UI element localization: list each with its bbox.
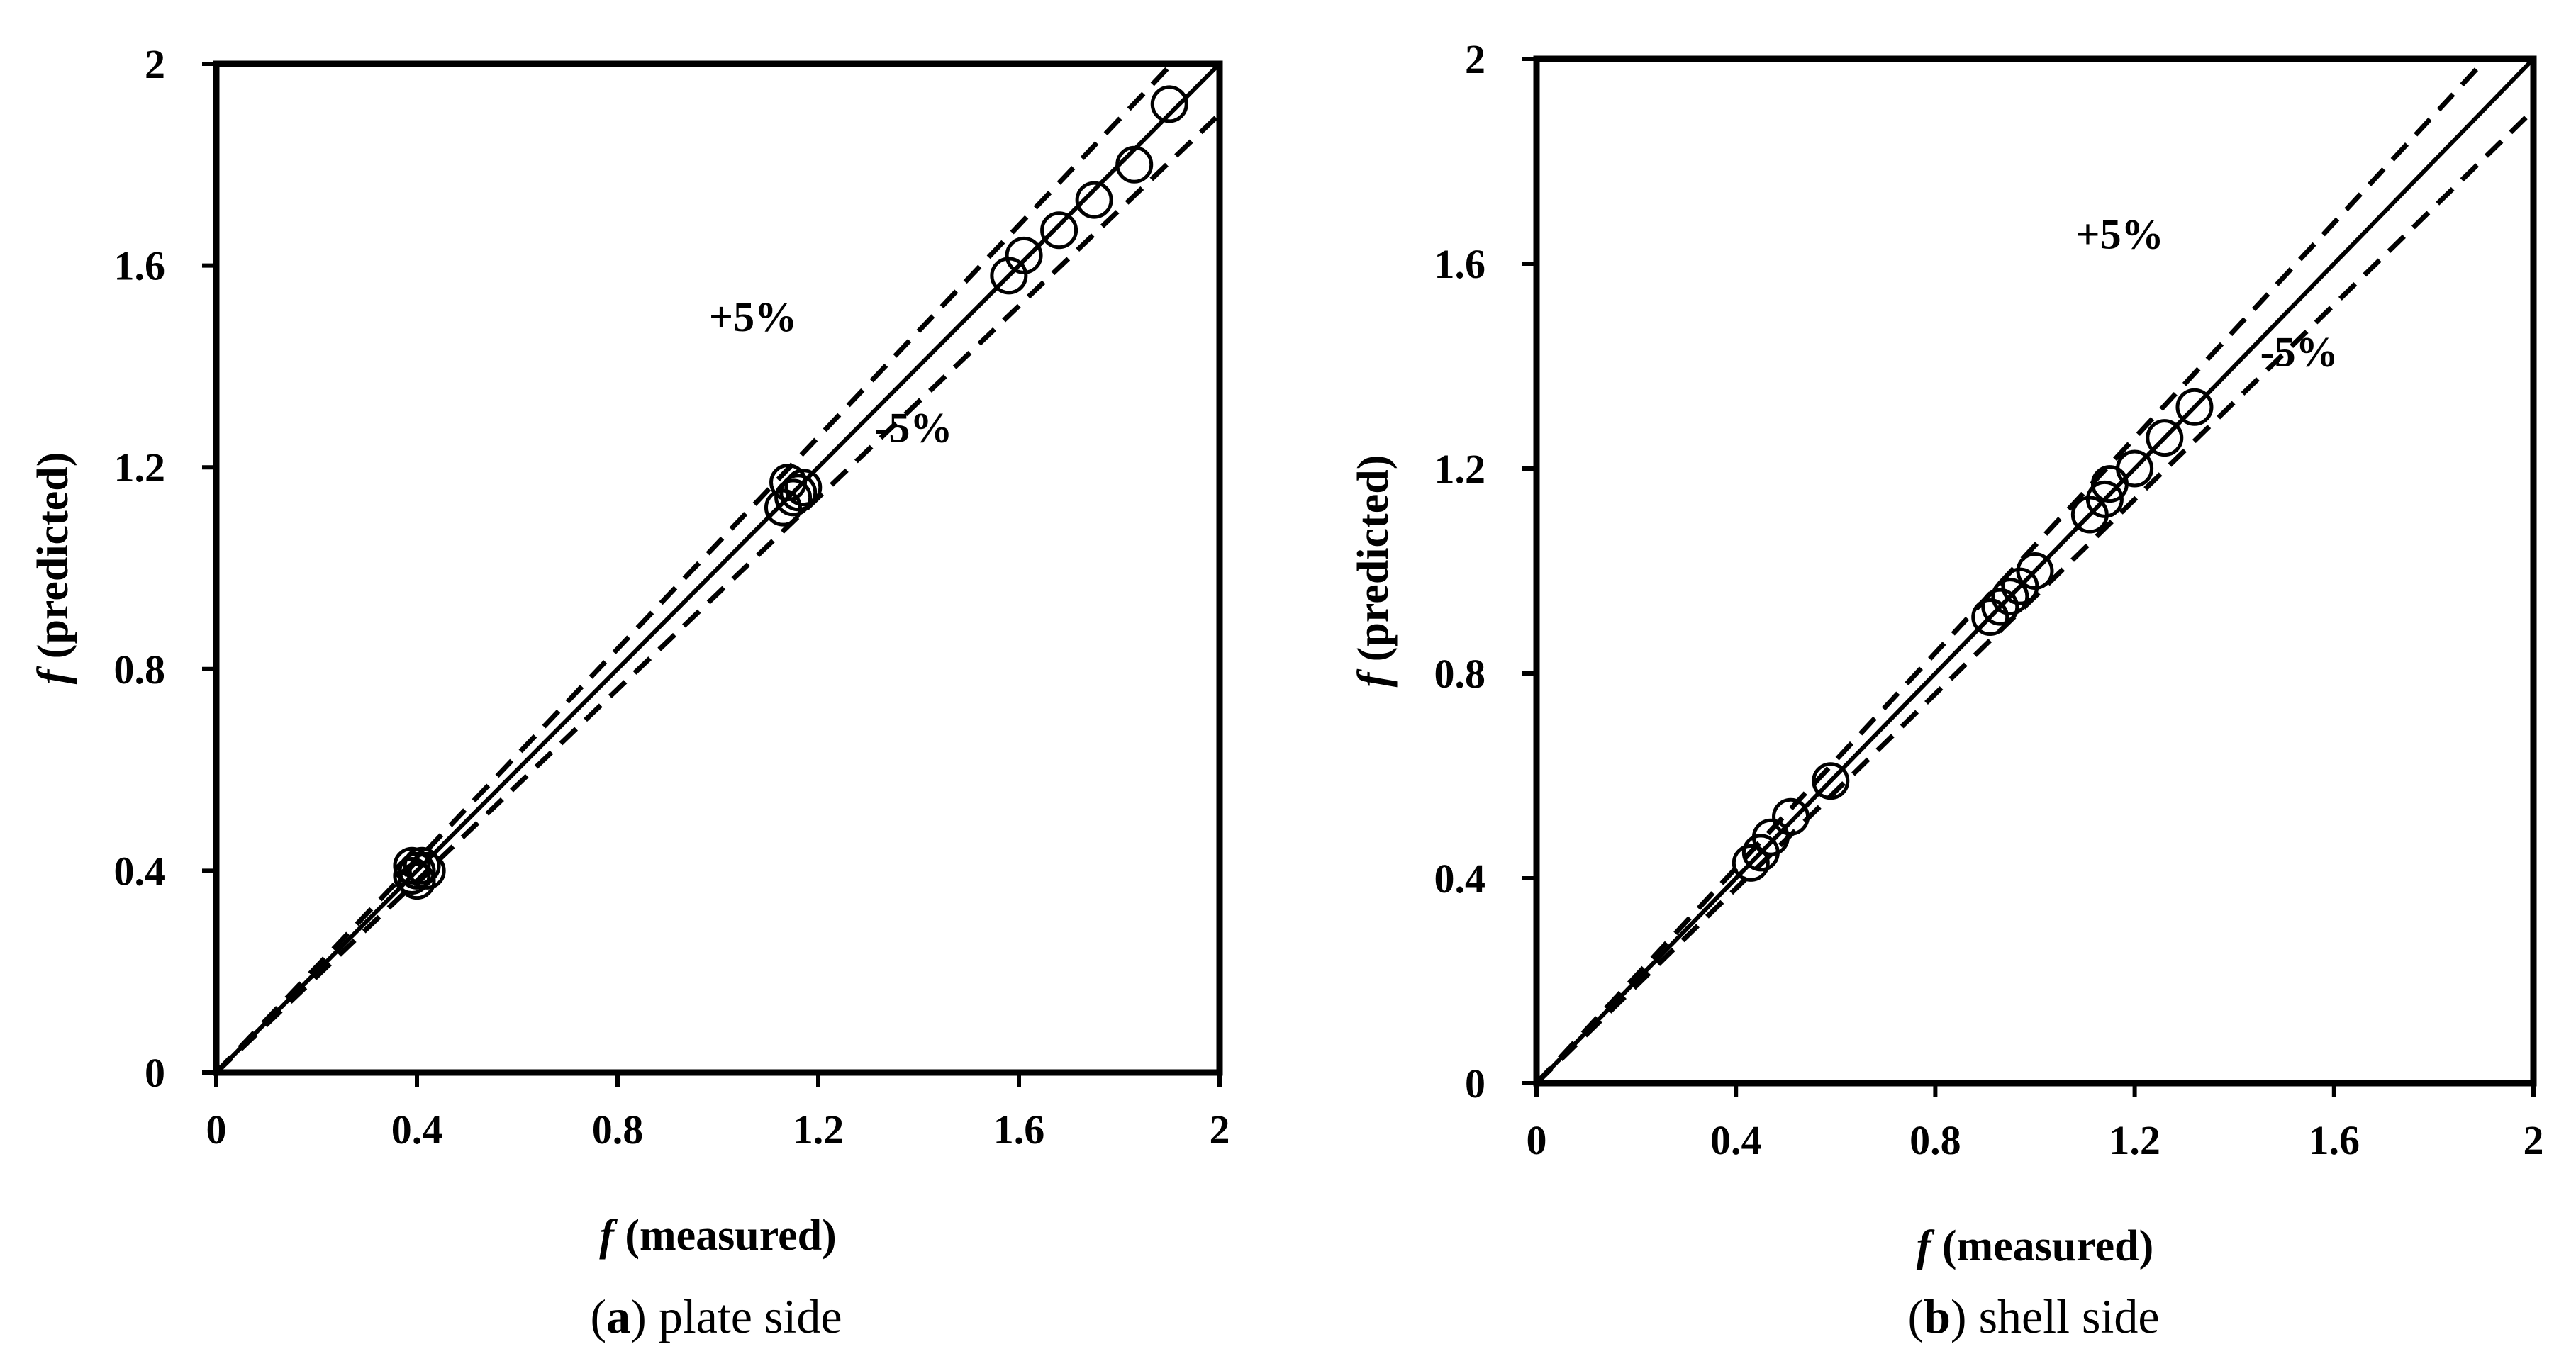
panel-b-y-axis-label: f (predicted) xyxy=(1349,455,1398,688)
panel-a: 00 0.4 0.4 0.8 0.8 1.2 1.2 1.6 1.6 2 2 f (measured)… xyxy=(29,41,1230,1343)
panel-a-x-tick-label-4: 1.6 xyxy=(993,1107,1045,1153)
panel-a-caption-close: ) xyxy=(630,1289,647,1343)
panel-a-reference-lines xyxy=(216,64,1220,1073)
panel-b-annotation-plus5: +5% xyxy=(2075,211,2163,257)
panel-a-data-point-9 xyxy=(779,474,818,512)
panel-a-x-tick-label-1: 0.4 xyxy=(391,1107,443,1153)
panel-b-data-point-0 xyxy=(1732,844,1770,882)
panel-b-data-point-7 xyxy=(1991,578,2029,616)
panel-b-x-tick-label-4: 1.6 xyxy=(2309,1117,2360,1163)
panel-a-data-point-12 xyxy=(1005,236,1043,274)
panel-a-caption-open: ( xyxy=(591,1289,607,1343)
panel-a-x-tick-label-2: 0.8 xyxy=(592,1107,644,1153)
panel-b-data-point-9 xyxy=(2016,552,2054,590)
panel-b-data-point-2 xyxy=(1751,818,1790,856)
panel-a-y-tick-label-2: 0.8 xyxy=(114,646,166,693)
panel-b-y-tick-label-4: 1.6 xyxy=(1434,241,1486,287)
panel-a-y-axis-label-text: (predicted) xyxy=(29,452,77,670)
panel-a-data-point-3 xyxy=(398,862,436,900)
panel-b-data-point-5 xyxy=(1971,598,2009,637)
panel-b-data-point-14 xyxy=(2146,419,2184,457)
panel-a-data-point-4 xyxy=(408,851,446,890)
panel-b-caption-letter: b xyxy=(1924,1289,1951,1343)
panel-a-caption-text: plate side xyxy=(647,1289,842,1343)
panel-b-reference-lines xyxy=(1537,59,2533,1083)
panel-b-data-point-3 xyxy=(1772,797,1810,836)
panel-b-data-point-15 xyxy=(2175,388,2214,426)
panel-b-caption: (b) shell side xyxy=(1907,1289,2159,1343)
panel-a-caption: (a) plate side xyxy=(591,1289,842,1343)
panel-a-data-point-1 xyxy=(398,851,436,890)
panel-a-data-point-7 xyxy=(774,478,813,517)
panel-b-x-axis-label: f (measured) xyxy=(1917,1222,2154,1270)
panel-a-y-tick-label-1: 0.4 xyxy=(114,848,166,894)
panel-b-x-axis-label-text: (measured) xyxy=(1931,1222,2153,1270)
panel-a-y-axis-label: f (predicted) xyxy=(29,452,77,685)
panel-a-data-point-0 xyxy=(393,857,431,895)
panel-b-data-point-11 xyxy=(2085,480,2124,518)
panel-b-x-tick-label-5: 2 xyxy=(2524,1117,2544,1163)
panel-b-x-tick-label-1: 0.4 xyxy=(1710,1117,1762,1163)
panel-b-x-tick-label-3: 1.2 xyxy=(2109,1117,2160,1163)
panel-b: 00 0.4 0.4 0.8 0.8 1.2 1.2 1.6 1.6 2 2 f (measured)… xyxy=(1349,36,2544,1343)
panel-a-data-point-10 xyxy=(784,469,823,507)
panel-b-plot-frame xyxy=(1533,55,2537,1087)
panel-a-plot-frame xyxy=(213,60,1223,1076)
panel-b-y-tick-label-0: 0 xyxy=(1465,1060,1485,1107)
panel-b-caption-open: ( xyxy=(1907,1289,1924,1343)
panel-a-y-tick-label-5: 2 xyxy=(145,41,165,87)
panel-a-data-point-15 xyxy=(1115,145,1154,184)
panel-b-ref-line-identity xyxy=(1537,59,2533,1083)
panel-a-x-axis-label: f (measured) xyxy=(599,1211,837,1260)
panel-a-data-point-16 xyxy=(1150,85,1188,123)
panel-a-y-tick-label-0: 0 xyxy=(145,1050,165,1096)
panel-a-y-tick-label-4: 1.6 xyxy=(114,243,166,289)
panel-b-y-tick-label-2: 0.8 xyxy=(1434,651,1486,697)
panel-b-caption-text: shell side xyxy=(1967,1289,2160,1343)
panel-a-data-point-8 xyxy=(769,464,808,502)
panel-a-ref-line-identity xyxy=(216,64,1220,1073)
panel-b-annotation-minus5: -5% xyxy=(2260,329,2338,376)
panel-a-data-point-13 xyxy=(1040,211,1078,250)
panel-b-x-tick-label-0: 0 xyxy=(1527,1117,1547,1163)
panel-b-y-tick-label-5: 2 xyxy=(1465,36,1485,82)
panel-a-annotation-plus5: +5% xyxy=(709,293,797,340)
panel-a-caption-letter: a xyxy=(606,1289,630,1343)
panel-b-x-tick-label-2: 0.8 xyxy=(1909,1117,1961,1163)
panel-a-ref-line-plus5 xyxy=(216,64,1174,1073)
panel-a-x-axis-label-text: (measured) xyxy=(614,1211,837,1260)
panel-a-data-point-14 xyxy=(1075,181,1113,219)
panel-b-data-point-6 xyxy=(1981,588,2019,626)
panel-b-y-tick-label-1: 0.4 xyxy=(1434,856,1486,902)
panel-a-ref-line-minus5 xyxy=(216,112,1220,1073)
panel-b-caption-close: ) xyxy=(1951,1289,1967,1343)
panel-a-x-tick-label-5: 2 xyxy=(1210,1107,1230,1153)
panel-b-data-point-4 xyxy=(1812,762,1850,800)
panel-b-data-point-13 xyxy=(2116,449,2154,488)
panel-a-data-point-5 xyxy=(393,846,431,885)
panel-b-y-tick-label-3: 1.2 xyxy=(1434,446,1486,492)
panel-b-y-axis-label-text: (predicted) xyxy=(1349,455,1398,673)
panel-a-x-tick-label-3: 1.2 xyxy=(793,1107,844,1153)
panel-a-annotation-minus5: -5% xyxy=(874,405,952,452)
panel-a-y-tick-label-3: 1.2 xyxy=(114,444,166,491)
panel-a-x-tick-label-0: 0 xyxy=(206,1107,227,1153)
panel-a-data-point-2 xyxy=(403,846,441,885)
